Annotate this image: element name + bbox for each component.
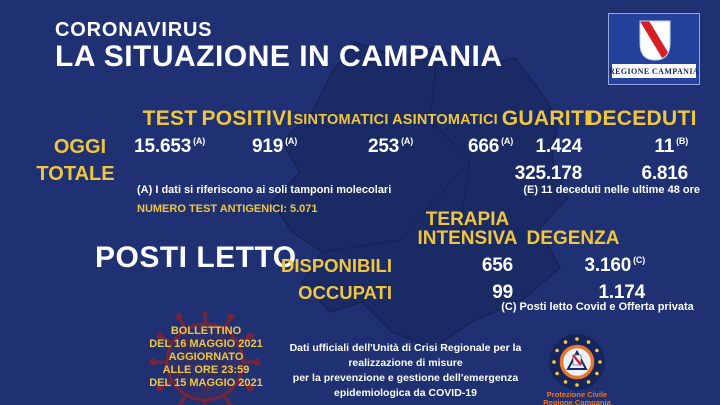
- row-label-totale: TOTALE: [36, 163, 115, 185]
- bulletin-line-5: DEL 15 MAGGIO 2021: [149, 377, 263, 389]
- col-header-test: TEST: [142, 107, 198, 130]
- bulletin-dates: BOLLETTINO DEL 16 MAGGIO 2021 AGGIORNATO…: [125, 325, 287, 390]
- note-antigen-tests: NUMERO TEST ANTIGENICI: 5.071: [137, 203, 318, 215]
- col-header-sintomatici: SINTOMATICI: [293, 112, 389, 128]
- value-guariti-totale: 325.178: [514, 163, 582, 184]
- pc-logo-label-2: Regione Campania: [543, 398, 611, 405]
- regione-campania-logo: REGIONE CAMPANIA: [608, 13, 700, 85]
- value-positivi-oggi-sup: (A): [285, 135, 297, 146]
- beds-row-label-occupati: OCCUPATI: [298, 282, 392, 303]
- beds-header-terapia-intensiva: TERAPIA INTENSIVA: [417, 209, 518, 249]
- note-molecular-tests: (A) I dati si riferiscono ai soli tampon…: [137, 184, 392, 196]
- value-test-oggi: 15.653 (A): [105, 136, 205, 158]
- beds-ward-disponibili: 3.160 (C): [535, 254, 646, 277]
- value-asintomatici-oggi-sup: (A): [501, 135, 513, 146]
- col-header-asintomatici: ASINTOMATICI: [392, 112, 498, 128]
- note-deaths-48h: (E) 11 deceduti nelle ultime 48 ore: [523, 184, 700, 196]
- value-sintomatici-oggi-num: 253: [367, 136, 400, 157]
- value-guariti-oggi-num: 1.424: [535, 136, 582, 157]
- page-supertitle: CORONAVIRUS: [55, 19, 213, 41]
- value-guariti-oggi: 1.424: [482, 136, 582, 158]
- regione-campania-logo-band: REGIONE CAMPANIA: [608, 64, 700, 78]
- value-sintomatici-oggi: 253 (A): [313, 136, 413, 158]
- value-positivi-oggi-num: 919: [251, 136, 284, 157]
- official-statement-line-1: Dati ufficiali dell'Unità di Crisi Regio…: [289, 342, 522, 369]
- value-deceduti-totale: 6.816: [641, 163, 688, 184]
- beds-row-label-disponibili: DISPONIBILI: [280, 255, 392, 276]
- value-deceduti-oggi: 11 (B): [588, 136, 688, 158]
- value-sintomatici-oggi-sup: (A): [401, 135, 413, 146]
- beds-section-title: POSTI LETTO: [95, 241, 297, 274]
- beds-header-degenza: DEGENZA: [526, 228, 620, 249]
- official-statement: Dati ufficiali dell'Unità di Crisi Regio…: [263, 341, 548, 401]
- beds-ward-occupati-num: 1.174: [598, 282, 645, 303]
- beds-ward-disponibili-num: 3.160: [584, 255, 632, 276]
- protezione-civile-logo-icon: [549, 334, 605, 390]
- col-header-positivi: POSITIVI: [201, 107, 293, 130]
- value-test-oggi-num: 15.653: [134, 136, 192, 157]
- bulletin-line-3: AGGIORNATO: [168, 351, 244, 363]
- bulletin-line-1: BOLLETTINO: [170, 325, 242, 337]
- beds-icu-disponibili: 656: [481, 255, 513, 276]
- col-header-deceduti: DECEDUTI: [587, 107, 697, 130]
- coronavirus-icon: [149, 312, 261, 405]
- row-label-oggi: OGGI: [53, 136, 107, 158]
- beds-icu-occupati: 99: [492, 282, 513, 303]
- value-asintomatici-oggi: 666 (A): [413, 136, 513, 158]
- regione-campania-shield-icon: [639, 20, 671, 61]
- official-statement-line-2: per la prevenzione e gestione dell'emerg…: [292, 372, 519, 399]
- value-asintomatici-oggi-num: 666: [467, 136, 500, 157]
- col-header-guariti: GUARITI: [501, 107, 591, 130]
- beds-ward-disponibili-sup: (C): [633, 254, 645, 265]
- bulletin-line-4: ALLE ORE 23:59: [162, 364, 250, 376]
- beds-ward-occupati: 1.174: [535, 282, 645, 304]
- value-deceduti-oggi-num: 11: [654, 136, 675, 157]
- bulletin-line-2: DEL 16 MAGGIO 2021: [149, 338, 263, 350]
- value-positivi-oggi: 919 (A): [197, 136, 297, 158]
- note-beds-covid: (C) Posti letto Covid e Offerta privata: [501, 301, 694, 313]
- regione-campania-logo-label: REGIONE CAMPANIA: [608, 66, 700, 76]
- page-title: LA SITUAZIONE IN CAMPANIA: [55, 40, 503, 73]
- pc-logo-label-1: Protezione Civile: [546, 390, 608, 399]
- value-deceduti-oggi-sup: (B): [676, 135, 688, 146]
- value-test-oggi-sup: (A): [193, 135, 205, 146]
